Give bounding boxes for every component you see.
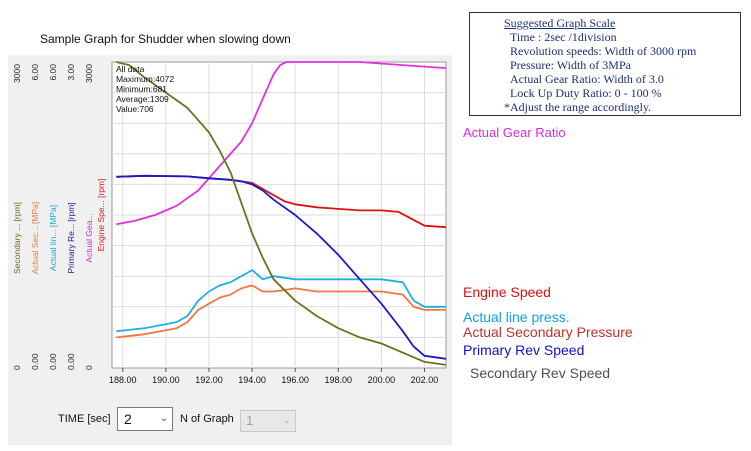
- series-line-2: [116, 269, 446, 333]
- y-axis-top-3: 3.00: [66, 64, 76, 81]
- legend-label-1: Engine Speed: [463, 284, 551, 300]
- y-axis-label-3: Primary Re... [rpm]: [66, 202, 76, 273]
- y-axis-label-5: Engine Spe... [rpm]: [96, 179, 106, 252]
- x-tick-label-6: 200.00: [368, 375, 396, 385]
- y-axis-label-1: Actual Sec... [MPa]: [30, 202, 40, 274]
- series-line-3: [116, 284, 446, 339]
- series-lines: [116, 61, 447, 366]
- y-axis-label-0: Secondary ... [rpm]: [12, 202, 22, 274]
- scale-line-gear: Actual Gear Ratio: Width of 3.0: [510, 72, 664, 86]
- stats-line-1: All data: [116, 64, 145, 74]
- stats-line-5: Value:706: [116, 104, 154, 114]
- scale-heading: Suggested Graph Scale: [504, 16, 616, 30]
- grid: [112, 62, 446, 368]
- time-label: TIME [sec]: [58, 413, 111, 425]
- ngraph-label: N of Graph: [180, 413, 234, 425]
- y-axis-bottom-2: 0.00: [48, 353, 58, 370]
- legend-label-2: Actual line press.: [463, 309, 570, 325]
- scale-line-pressure: Pressure: Width of 3MPa: [510, 58, 631, 72]
- stats-box: All data Maximum:4072 Minimum:681 Averag…: [116, 64, 174, 114]
- x-ticks: 188.00 190.00 192.00 194.00 196.00 198.00 200.…: [109, 368, 438, 385]
- legend-label-5: Secondary Rev Speed: [470, 365, 611, 381]
- page-title: Sample Graph for Shudder when slowing do…: [40, 32, 291, 46]
- chevron-down-icon: ⌄: [159, 413, 168, 424]
- y-axis-bottom-0: 0: [12, 365, 22, 370]
- x-tick-label-3: 194.00: [238, 375, 266, 385]
- series-line-0: [116, 61, 447, 226]
- ngraph-select[interactable]: 1 ⌄: [240, 410, 296, 432]
- y-axis-bottom-4: 0: [84, 365, 94, 370]
- stats-line-2: Maximum:4072: [116, 74, 174, 84]
- y-axis-top-4: 3000: [84, 64, 94, 83]
- time-select[interactable]: 2 ⌄: [117, 407, 173, 431]
- y-axis-top-2: 6.00: [48, 64, 58, 81]
- scale-line-rev: Revolution speeds: Width of 3000 rpm: [510, 44, 697, 58]
- scale-line-duty: Lock Up Duty Ratio: 0 - 100 %: [510, 86, 662, 100]
- y-axis-top-1: 6.00: [30, 64, 40, 81]
- y-axis-label-2: Actual lin... [MPa]: [48, 205, 58, 271]
- legend-label-3: Actual Secondary Pressure: [463, 324, 633, 340]
- x-tick-label-2: 192.00: [195, 375, 223, 385]
- series-line-5: [116, 61, 447, 366]
- x-tick-label-1: 190.00: [152, 375, 180, 385]
- ngraph-select-value: 1: [246, 413, 254, 428]
- y-axis-label-4: Actual Gea...: [84, 213, 94, 262]
- stats-line-4: Average:1309: [116, 94, 169, 104]
- suggested-scale-box: Suggested Graph Scale Time : 2sec /1divi…: [469, 12, 741, 116]
- y-axis-top-0: 3000: [12, 64, 22, 83]
- legend-label-4: Primary Rev Speed: [463, 342, 585, 358]
- scale-note: *Adjust the range accordingly.: [504, 100, 652, 114]
- x-tick-label-7: 202.00: [411, 375, 439, 385]
- series-line-4: [116, 174, 447, 360]
- time-select-value: 2: [124, 411, 132, 427]
- scale-line-time: Time : 2sec /1division: [510, 30, 617, 44]
- y-axis-bottom-1: 0.00: [30, 353, 40, 370]
- chevron-down-icon: ⌄: [282, 415, 291, 426]
- stats-line-3: Minimum:681: [116, 84, 167, 94]
- legend-label-0: Actual Gear Ratio: [463, 125, 566, 140]
- x-tick-label-5: 198.00: [324, 375, 352, 385]
- y-axis-bottom-3: 0.00: [66, 353, 76, 370]
- y-axes: 3000 0 Secondary ... [rpm] 6.00 0.00 Actual S…: [12, 64, 106, 370]
- x-tick-label-4: 196.00: [281, 375, 309, 385]
- x-tick-label-0: 188.00: [109, 375, 137, 385]
